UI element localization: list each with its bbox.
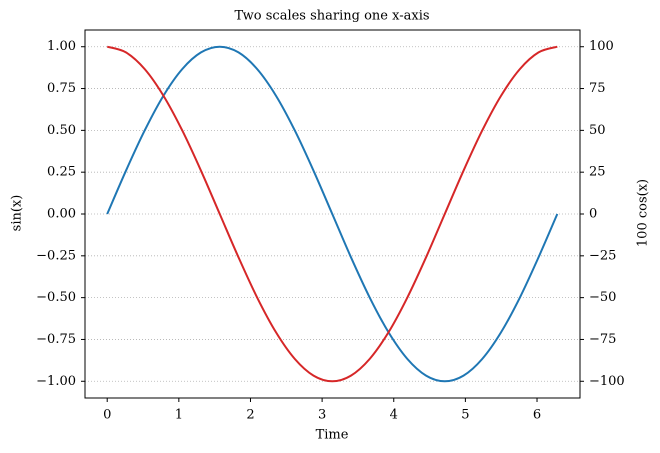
x-tick-label: 6 (533, 408, 541, 423)
line-series (106, 45, 558, 383)
y2-tick-label: 50 (589, 123, 606, 138)
y2-tick-label: 75 (589, 81, 606, 96)
y2-tick-label: −50 (589, 290, 616, 305)
y-tick-label: 0.75 (47, 81, 76, 96)
x-tick-label: 5 (461, 408, 469, 423)
y2-tick-label: −100 (589, 374, 625, 389)
plot-frame (84, 29, 581, 399)
y-tick-label: 0.25 (47, 165, 76, 180)
line-series (106, 45, 559, 383)
x-tick-label: 1 (175, 408, 183, 423)
y-tick-label: −0.25 (36, 248, 76, 263)
y2-tick-label: 25 (589, 165, 606, 180)
y2-tick-label: 100 (589, 39, 614, 54)
y2-tick-label: −25 (589, 248, 616, 263)
x-tick-label: 0 (103, 408, 111, 423)
y-tick-label: −1.00 (36, 374, 76, 389)
y2-tick-label: 0 (589, 207, 597, 222)
chart-title: Two scales sharing one x-axis (234, 9, 429, 24)
y-tick-label: 1.00 (47, 39, 76, 54)
y-tick-label: 0.00 (47, 207, 76, 222)
y-axis-label: sin(x) (10, 195, 25, 232)
y-tick-label: −0.75 (36, 332, 76, 347)
y-tick-label: −0.50 (36, 290, 76, 305)
x-tick-label: 3 (318, 408, 326, 423)
y2-axis-label: 100 cos(x) (636, 179, 651, 247)
x-tick-label: 4 (390, 408, 398, 423)
y2-tick-label: −75 (589, 332, 616, 347)
y-tick-label: 0.50 (47, 123, 76, 138)
x-axis-label: Time (316, 428, 349, 443)
x-tick-label: 2 (246, 408, 254, 423)
